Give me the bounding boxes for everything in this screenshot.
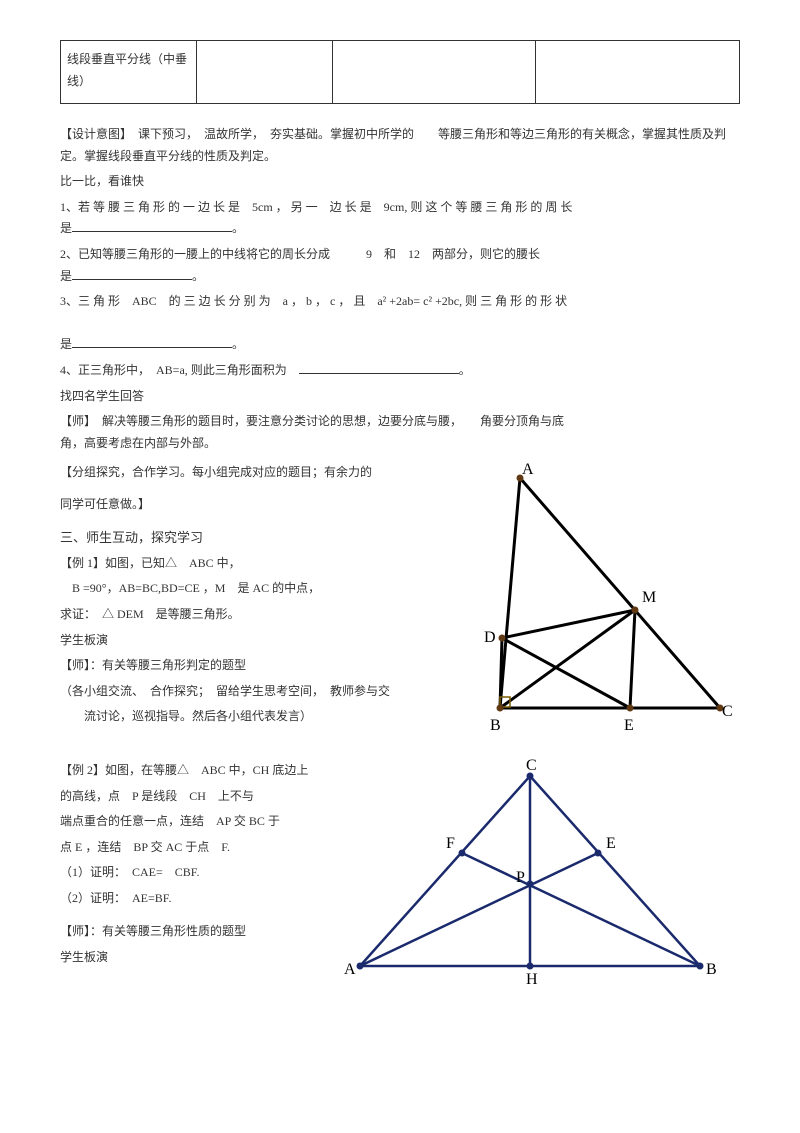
ex1-line4: 学生板演 xyxy=(60,630,450,652)
fig1-D: D xyxy=(484,629,496,646)
figure-2: C A B F E P H xyxy=(330,756,730,1014)
teacher1a: 【师】 解决等腰三角形的题目时，要注意分类讨论的思想，边要分底与腰， 角要分顶角… xyxy=(60,414,564,428)
race-heading: 比一比，看谁快 xyxy=(60,171,740,193)
q1-period: 。 xyxy=(232,221,244,235)
fig2-B: B xyxy=(706,961,717,978)
table-row: 线段垂直平分线（中垂线） xyxy=(61,41,740,104)
ex1-line6: （各小组交流、 合作探究； 留给学生思考空间， 教师参与交 xyxy=(60,681,450,703)
fig1-M: M xyxy=(642,589,656,606)
cell-label: 线段垂直平分线（中垂线） xyxy=(61,41,197,104)
q3-period: 。 xyxy=(232,337,244,351)
question-2: 2、已知等腰三角形的一腰上的中线将它的周长分成 9 和 12 两部分，则它的腰长… xyxy=(60,244,740,287)
ex2-line5: （1）证明： CAE= CBF. xyxy=(60,862,320,884)
ex1-line7: 流讨论，巡视指导。然后各小组代表发言） xyxy=(60,706,450,728)
q2-text: 2、已知等腰三角形的一腰上的中线将它的周长分成 9 和 12 两部分，则它的腰长 xyxy=(60,247,540,261)
ex2-line6: （2）证明： AE=BF. xyxy=(60,888,320,910)
q1-is: 是 xyxy=(60,221,72,235)
ex1-line3: 求证： △ DEM 是等腰三角形。 xyxy=(60,604,450,626)
ex1-line2-text: B =90°，AB=BC,BD=CE ，M 是 AC 的中点， xyxy=(72,581,320,595)
blank xyxy=(72,335,232,348)
ex1-line2: B =90°，AB=BC,BD=CE ，M 是 AC 的中点， xyxy=(60,578,450,600)
q2-period: 。 xyxy=(192,269,204,283)
blank xyxy=(299,361,459,374)
figure-1: A B C D E M xyxy=(460,458,740,746)
fig2-A: A xyxy=(344,961,356,978)
ex2-line3: 端点重合的任意一点，连结 AP 交 BC 于 xyxy=(60,811,320,833)
q4-period: 。 xyxy=(459,363,471,377)
ex2-line1: 【例 2】如图，在等腰△ ABC 中，CH 底边上 xyxy=(60,760,320,782)
question-3: 3、三 角 形 ABC 的 三 边 长 分 别 为 a ， b ， c ， 且 … xyxy=(60,291,740,356)
fig2-F: F xyxy=(446,835,455,852)
ex1-line1: 【例 1】如图，已知△ ABC 中， xyxy=(60,553,450,575)
ex2-student: 学生板演 xyxy=(60,947,320,969)
cell-empty xyxy=(196,41,332,104)
fig1-A: A xyxy=(522,461,534,478)
fig1-E: E xyxy=(624,717,634,734)
cell-empty xyxy=(332,41,536,104)
fig1-C: C xyxy=(722,703,733,720)
header-table: 线段垂直平分线（中垂线） xyxy=(60,40,740,104)
fig1-B: B xyxy=(490,717,501,734)
ex2-line4: 点 E ，连结 BP 交 AC 于点 F. xyxy=(60,837,320,859)
fig2-H: H xyxy=(526,971,538,988)
fig2-P: P xyxy=(516,869,525,886)
question-4: 4、正三角形中， AB=a, 则此三角形面积为 。 xyxy=(60,360,740,382)
ex1-line5: 【师】：有关等腰三角形判定的题型 xyxy=(60,655,450,677)
q3-text: 3、三 角 形 ABC 的 三 边 长 分 别 为 a ， b ， c ， 且 … xyxy=(60,294,567,308)
cell-empty xyxy=(536,41,740,104)
q1-text: 1、若 等 腰 三 角 形 的 一 边 长 是 5cm ， 另 一 边 长 是 … xyxy=(60,200,572,214)
question-1: 1、若 等 腰 三 角 形 的 一 边 长 是 5cm ， 另 一 边 长 是 … xyxy=(60,197,740,240)
teacher-note-1: 【师】 解决等腰三角形的题目时，要注意分类讨论的思想，边要分底与腰， 角要分顶角… xyxy=(60,411,740,454)
fig2-E: E xyxy=(606,835,616,852)
blank xyxy=(72,219,232,232)
find-students: 找四名学生回答 xyxy=(60,386,740,408)
ex2-line2: 的高线，点 P 是线段 CH 上不与 xyxy=(60,786,320,808)
blank xyxy=(72,267,192,280)
ex1-line7-text: 流讨论，巡视指导。然后各小组代表发言） xyxy=(60,706,312,728)
design-intent: 【设计意图】 课下预习， 温故所学， 夯实基础。掌握初中所学的 等腰三角形和等边… xyxy=(60,124,740,167)
q4-text: 4、正三角形中， AB=a, 则此三角形面积为 xyxy=(60,363,299,377)
teacher1b: 角，高要考虑在内部与外部。 xyxy=(60,436,216,450)
ex2-teacher: 【师】：有关等腰三角形性质的题型 xyxy=(60,921,320,943)
group-work-2: 同学可任意做。】 xyxy=(60,494,450,516)
group-work: 【分组探究，合作学习。每小组完成对应的题目；有余力的 xyxy=(60,462,450,484)
q2-is: 是 xyxy=(60,269,72,283)
fig2-C: C xyxy=(526,757,537,774)
section-3-title: 三、师生互动，探究学习 xyxy=(60,526,450,549)
q3-is: 是 xyxy=(60,337,72,351)
